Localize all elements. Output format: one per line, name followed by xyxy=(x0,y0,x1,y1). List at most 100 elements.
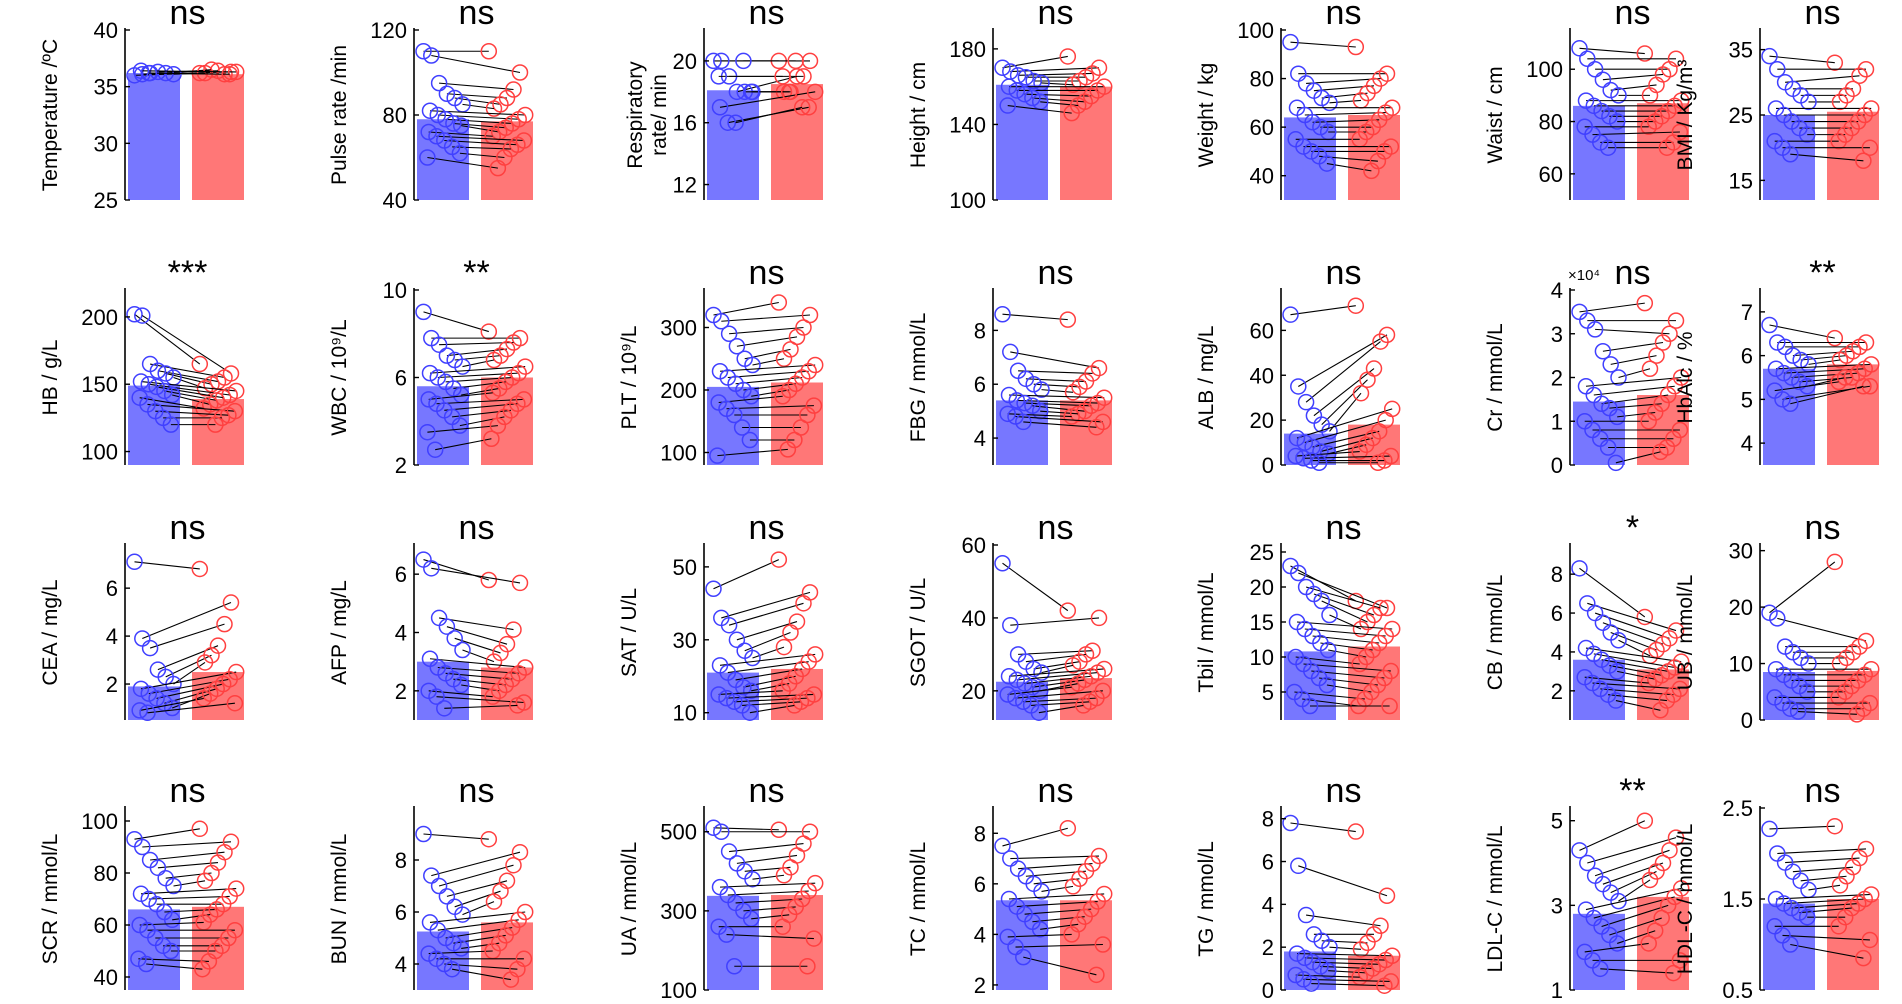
afp-pair-line xyxy=(423,559,489,581)
tg-y-tick-label: 2 xyxy=(1262,935,1274,960)
ua-pair-line xyxy=(713,827,779,831)
wbc-point-before xyxy=(438,347,456,364)
hdl-c-y-tick-label: 2.5 xyxy=(1722,796,1753,821)
fbg-point-after xyxy=(1064,384,1082,401)
tbil-pair-line xyxy=(1296,621,1393,630)
cea-pair-line xyxy=(149,623,225,649)
ldl-c-pair-line xyxy=(1618,879,1651,902)
wbc-pair-line xyxy=(435,438,492,451)
cea-y-axis-label: CEA / mg/L xyxy=(39,579,62,685)
temperature-bar-after xyxy=(192,74,244,200)
tc-pair-line xyxy=(1010,855,1100,860)
ua-y-axis-label: UA / mmol/L xyxy=(618,842,641,956)
wbc-pair-line xyxy=(452,409,511,418)
hba1c-point-after xyxy=(1855,378,1872,395)
cea-pair-line xyxy=(140,671,237,690)
bun-pair-line xyxy=(423,833,489,840)
height-pair-line xyxy=(1007,105,1072,114)
cr-y-tick-label: 2 xyxy=(1551,366,1563,391)
hdl-c-bar-after xyxy=(1827,899,1879,990)
ub-point-before xyxy=(1789,703,1807,720)
tc-point-after xyxy=(1064,878,1082,895)
height-point-after xyxy=(1082,87,1100,105)
tg-pair-line xyxy=(1295,974,1360,978)
plt-pair-line xyxy=(717,448,788,457)
sgot-point-before xyxy=(1033,664,1050,681)
ldl-c-point-before xyxy=(1579,854,1596,872)
tg-y-tick-label: 4 xyxy=(1262,892,1274,917)
tbil-bar-before xyxy=(1284,651,1336,720)
waist-y-tick-label: 80 xyxy=(1539,110,1563,135)
tc-y-axis-label: TC / mmol/L xyxy=(907,842,930,956)
afp-point-after xyxy=(492,644,509,662)
cr-pair-line xyxy=(1602,341,1664,352)
pulse-rate-y-axis-label: Pulse rate /min xyxy=(328,45,351,185)
respiratory-rate-point-after xyxy=(793,99,811,116)
cea-point-before xyxy=(140,685,158,702)
bmi-point-after xyxy=(1856,106,1873,124)
cb-point-before xyxy=(1610,632,1627,649)
ua-pair-line xyxy=(729,843,804,853)
cea-pair-line xyxy=(142,602,232,640)
tg-point-before xyxy=(1319,962,1337,979)
ldl-c-pair-line xyxy=(1617,930,1656,944)
hdl-c-point-after xyxy=(1836,908,1854,926)
ua-pair-line xyxy=(735,898,803,904)
wbc-point-before xyxy=(430,336,448,353)
alb-point-before xyxy=(1290,378,1307,395)
cea-point-after xyxy=(191,560,209,578)
weight-pair-line xyxy=(1304,112,1386,116)
afp-pair-line xyxy=(444,704,518,709)
sgot-point-before xyxy=(1015,693,1032,711)
scr-point-after xyxy=(191,820,209,838)
cr-y-axis-label: Cr / mmol/L xyxy=(1484,323,1507,432)
scr-pair-line xyxy=(138,958,209,962)
cr-point-before xyxy=(1602,356,1619,373)
chart-tg: 0 2 4 6 8 TG / mmol/L ns xyxy=(1195,772,1401,1003)
ua-pair-line xyxy=(752,874,785,880)
tbil-pair-line xyxy=(1320,642,1373,651)
cea-point-after xyxy=(195,690,212,707)
ub-point-after xyxy=(1826,553,1844,571)
respiratory-rate-point-before xyxy=(713,52,730,70)
wbc-point-before xyxy=(421,364,439,382)
hba1c-point-before xyxy=(1784,347,1802,364)
height-point-before xyxy=(1024,89,1041,107)
waist-y-tick-label: 100 xyxy=(1526,57,1563,82)
bun-pair-line xyxy=(444,963,518,970)
scr-pair-line xyxy=(157,862,219,869)
wbc-point-after xyxy=(497,373,514,391)
fbg-point-after xyxy=(1088,419,1105,436)
tg-point-after xyxy=(1376,977,1393,994)
sgot-point-before xyxy=(1002,616,1019,634)
plt-pair-line xyxy=(726,405,814,410)
hdl-c-point-after xyxy=(1861,931,1879,949)
hdl-c-point-after xyxy=(1855,949,1872,967)
height-point-before xyxy=(999,97,1016,114)
ldl-c-point-after xyxy=(1667,829,1685,846)
bun-point-after xyxy=(480,830,498,848)
cb-point-before xyxy=(1607,692,1625,709)
fbg-y-tick-label: 4 xyxy=(974,426,986,451)
scr-point-before xyxy=(165,877,182,895)
fbg-point-before xyxy=(1016,394,1033,412)
weight-pair-line xyxy=(1290,41,1356,48)
tbil-pair-line xyxy=(1305,586,1381,609)
hb-point-after xyxy=(207,416,224,433)
fbg-bar-before xyxy=(996,400,1048,465)
bmi-point-after xyxy=(1838,87,1855,104)
weight-point-before xyxy=(1318,155,1336,172)
hb-point-before xyxy=(163,386,181,404)
ub-point-after xyxy=(1830,689,1847,706)
scr-point-before xyxy=(162,942,180,960)
wbc-point-after xyxy=(483,430,500,447)
sgot-y-tick-label: 20 xyxy=(962,679,986,704)
hba1c-pair-line xyxy=(1775,363,1872,370)
afp-point-after xyxy=(516,659,534,676)
plt-y-tick-label: 300 xyxy=(660,316,697,341)
afp-point-before xyxy=(452,676,470,694)
ua-y-tick-label: 300 xyxy=(660,899,697,924)
hdl-c-point-before xyxy=(1798,908,1816,926)
cea-pair-line xyxy=(134,561,200,570)
bmi-point-before xyxy=(1782,145,1799,163)
